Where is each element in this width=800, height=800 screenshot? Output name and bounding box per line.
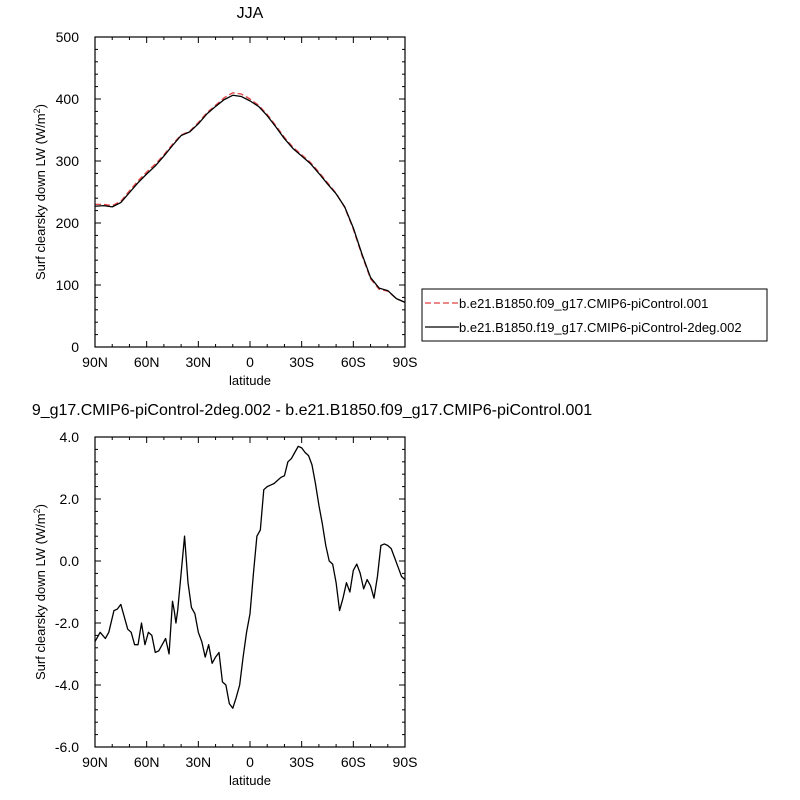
y-tick-label: 400: [56, 91, 80, 107]
x-tick-label: 60S: [341, 354, 366, 370]
x-tick-label: 30S: [289, 354, 314, 370]
y-axis-label-main: Surf clearsky down LW (W/m: [33, 513, 48, 680]
y-axis-label-superscript: 2: [32, 508, 42, 513]
y-tick-label: 300: [56, 153, 80, 169]
x-tick-label: 30S: [289, 754, 314, 770]
y-tick-label: -2.0: [55, 615, 79, 631]
x-tick-label: 90S: [393, 354, 418, 370]
chart-panel-2: 9_g17.CMIP6-piControl-2deg.002 - b.e21.B…: [32, 402, 592, 788]
y-tick-label: 2.0: [60, 491, 80, 507]
y-tick-label: 500: [56, 29, 80, 45]
x-axis-label: latitude: [229, 373, 271, 388]
y-tick-label: 0: [71, 339, 79, 355]
x-tick-label: 0: [246, 354, 254, 370]
legend-label-2: b.e21.B1850.f19_g17.CMIP6-piControl-2deg…: [459, 320, 742, 335]
series-line-2: [95, 94, 405, 303]
y-tick-label: 0.0: [60, 553, 80, 569]
y-tick-label: -4.0: [55, 677, 79, 693]
x-axis-label: latitude: [229, 773, 271, 788]
y-tick-label: -6.0: [55, 739, 79, 755]
x-tick-label: 90S: [393, 754, 418, 770]
series-line-1: [95, 92, 405, 303]
series-line-1: [95, 445, 405, 709]
plot-frame: [94, 36, 406, 348]
x-tick-label: 90N: [82, 754, 108, 770]
legend-box: [421, 288, 768, 342]
y-axis-label-main: Surf clearsky down LW (W/m: [33, 113, 48, 280]
legend-label-1: b.e21.B1850.f09_g17.CMIP6-piControl.001: [459, 296, 708, 311]
chart-title: 9_g17.CMIP6-piControl-2deg.002 - b.e21.B…: [32, 402, 592, 419]
legend: b.e21.B1850.f09_g17.CMIP6-piControl.001b…: [421, 288, 768, 342]
chart-title: JJA: [237, 5, 264, 22]
y-axis-label-close: ): [33, 504, 48, 508]
x-tick-label: 90N: [82, 354, 108, 370]
chart-panel-1: JJA 90N 60N 30N 0 30S 60S 90S 0 100 200 300 400 500 la…: [32, 5, 768, 388]
x-tick-label: 30N: [185, 354, 211, 370]
y-axis-label: Surf clearsky down LW (W/m2): [32, 504, 48, 680]
x-tick-label: 30N: [185, 754, 211, 770]
y-axis-label-close: ): [33, 104, 48, 108]
x-tick-label: 60N: [134, 354, 160, 370]
y-tick-label: 4.0: [60, 429, 80, 445]
y-tick-label: 100: [56, 277, 80, 293]
plot-frame: [94, 436, 406, 748]
y-axis-label-superscript: 2: [32, 108, 42, 113]
y-tick-label: 200: [56, 215, 80, 231]
y-axis-label: Surf clearsky down LW (W/m2): [32, 104, 48, 280]
x-tick-label: 60N: [134, 754, 160, 770]
x-tick-label: 60S: [341, 754, 366, 770]
x-tick-label: 0: [246, 754, 254, 770]
